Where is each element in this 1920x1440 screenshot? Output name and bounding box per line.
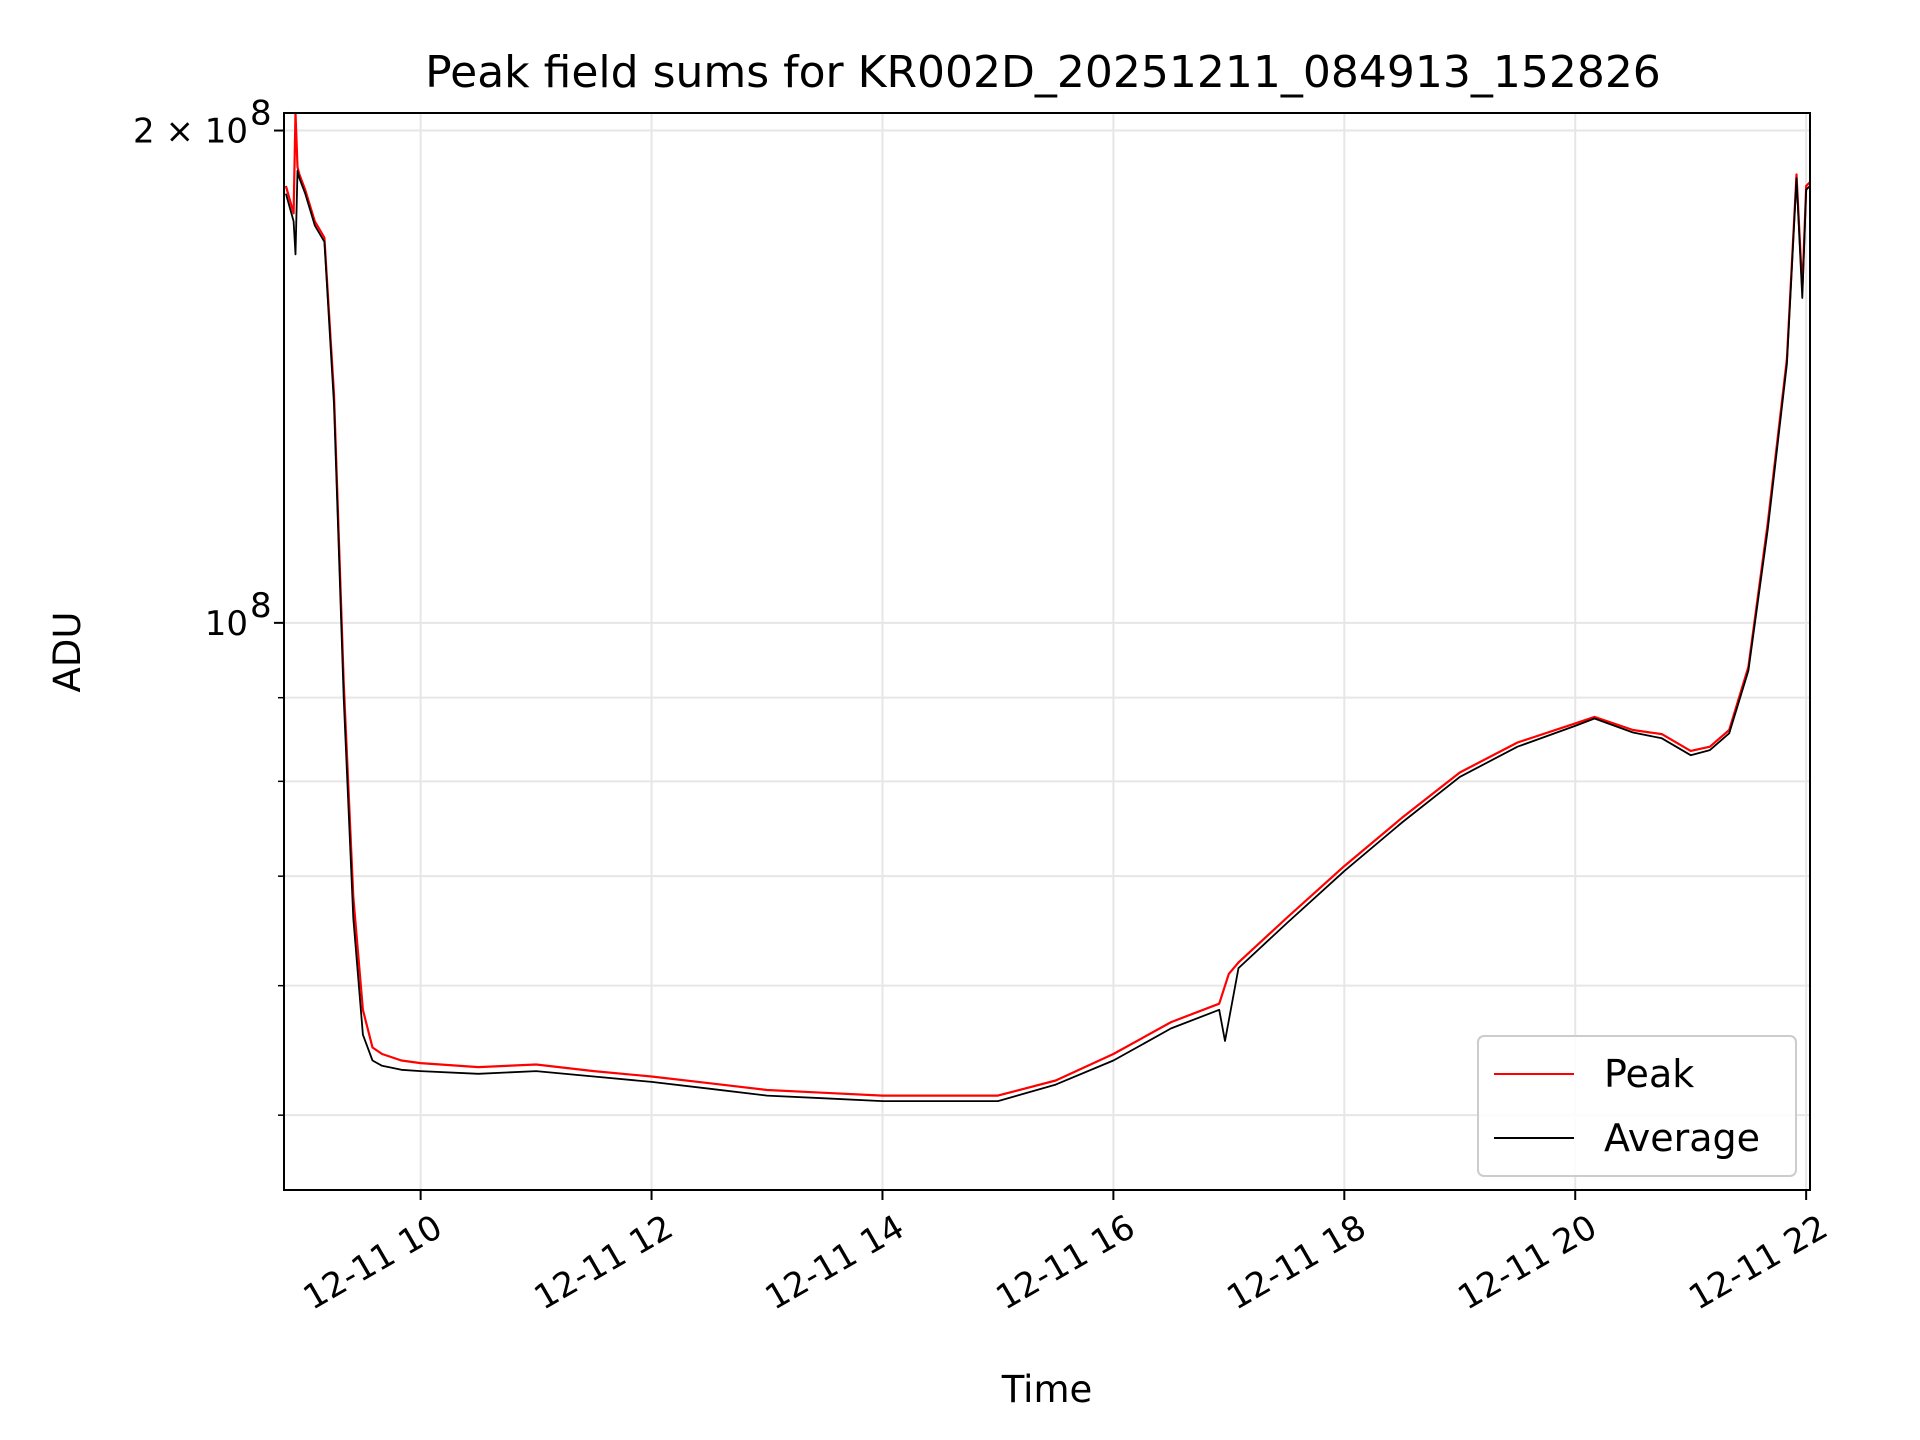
x-axis: 12-11 10 12-11 12 12-11 14 12-11 16 12-11 18… bbox=[297, 1190, 1835, 1318]
y-axis-label: ADU bbox=[46, 612, 89, 693]
legend-box bbox=[1477, 1035, 1797, 1177]
legend: Peak Average bbox=[1477, 1035, 1797, 1177]
x-tick-label: 12-11 10 bbox=[297, 1207, 449, 1318]
y-tick-exponent: 8 bbox=[250, 94, 272, 134]
y-tick-label: 2 × 10 bbox=[133, 112, 248, 152]
x-tick-label: 12-11 16 bbox=[989, 1207, 1141, 1318]
legend-label-average: Average bbox=[1604, 1116, 1760, 1160]
legend-label-peak: Peak bbox=[1604, 1052, 1694, 1096]
x-axis-label: Time bbox=[1001, 1368, 1093, 1411]
x-tick-label: 12-11 14 bbox=[759, 1207, 911, 1318]
x-tick-label: 12-11 18 bbox=[1220, 1207, 1372, 1318]
y-tick-exponent: 8 bbox=[250, 586, 272, 626]
series-line-average bbox=[285, 169, 1811, 1102]
x-tick-label: 12-11 20 bbox=[1451, 1207, 1603, 1318]
series-layer bbox=[284, 111, 1811, 1102]
y-tick-mantissa: 10 bbox=[205, 604, 248, 644]
chart-title: Peak field sums for KR002D_20251211_0849… bbox=[425, 47, 1661, 98]
plot-frame bbox=[283, 112, 1811, 1191]
y-axis: 2 × 10 810 8 bbox=[133, 94, 284, 1116]
x-tick-label: 12-11 22 bbox=[1682, 1207, 1834, 1318]
x-tick-label: 12-11 12 bbox=[528, 1207, 680, 1318]
grid-lines bbox=[284, 113, 1810, 1190]
y-tick-label: 10 bbox=[205, 604, 248, 644]
y-tick-mantissa: 2 × 10 bbox=[133, 112, 248, 152]
series-line-peak bbox=[284, 111, 1811, 1097]
